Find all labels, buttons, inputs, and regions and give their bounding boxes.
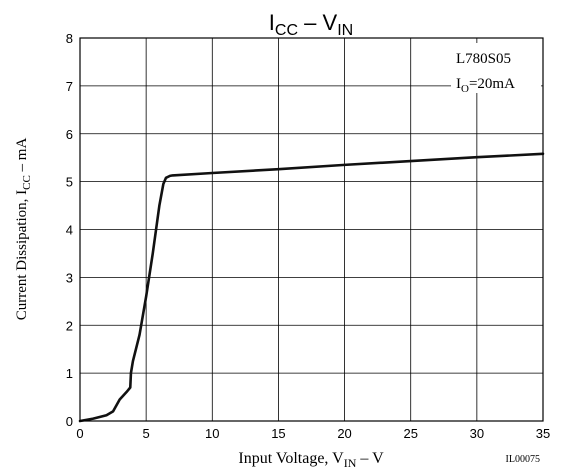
y-tick-label: 3 bbox=[66, 270, 73, 285]
x-tick-label: 15 bbox=[271, 426, 285, 441]
y-tick-labels: 0 1 2 3 4 5 6 7 8 bbox=[66, 31, 73, 429]
y-tick-label: 7 bbox=[66, 79, 73, 94]
y-tick-label: 5 bbox=[66, 175, 73, 190]
series bbox=[78, 152, 545, 423]
x-tick-label: 5 bbox=[143, 426, 150, 441]
x-tick-label: 10 bbox=[205, 426, 219, 441]
y-tick-label: 4 bbox=[66, 223, 73, 238]
x-tick-label: 0 bbox=[76, 426, 83, 441]
figure-code: IL00075 bbox=[506, 454, 540, 465]
y-tick-label: 2 bbox=[66, 318, 73, 333]
y-axis-label: Current Dissipation, ICC – mA bbox=[14, 138, 33, 321]
x-tick-label: 30 bbox=[470, 426, 484, 441]
series-line-0 bbox=[78, 152, 545, 423]
y-tick-label: 6 bbox=[66, 127, 73, 142]
x-axis-label: Input Voltage, VIN – V bbox=[238, 450, 384, 470]
y-tick-label: 1 bbox=[66, 366, 73, 381]
grid bbox=[80, 38, 543, 421]
annotation-background bbox=[451, 43, 541, 93]
annotation-condition: IO=20mA bbox=[456, 76, 515, 95]
x-tick-label: 25 bbox=[403, 426, 417, 441]
y-tick-label: 0 bbox=[66, 414, 73, 429]
chart-title: ICC – VIN bbox=[269, 10, 353, 39]
annotation-device: L780S05 bbox=[456, 51, 511, 67]
plot-frame bbox=[79, 37, 544, 422]
x-tick-labels: 0 5 10 15 20 25 30 35 bbox=[76, 426, 550, 441]
y-tick-label: 8 bbox=[66, 31, 73, 46]
x-tick-label: 20 bbox=[337, 426, 351, 441]
x-tick-label: 35 bbox=[536, 426, 550, 441]
